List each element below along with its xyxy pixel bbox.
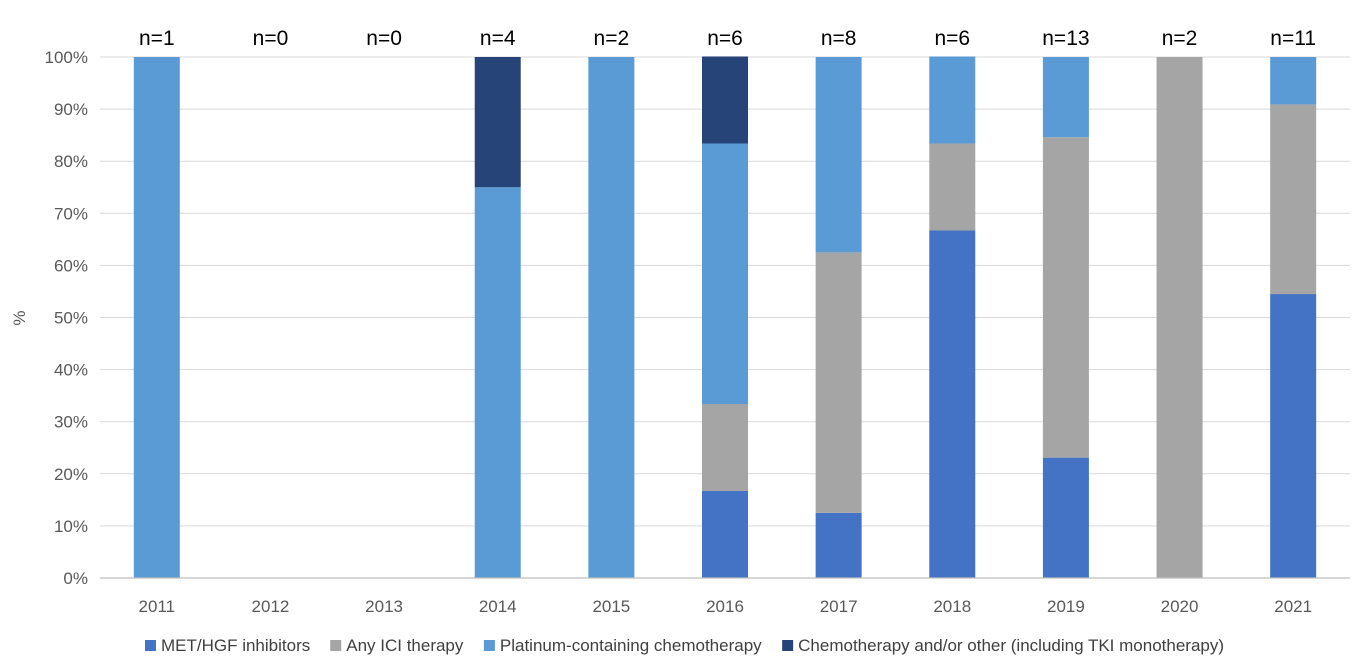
y-tick-label: 60% <box>54 256 88 275</box>
bar-segment <box>702 143 748 404</box>
x-tick-label: 2015 <box>592 597 630 616</box>
bar-segment <box>1270 57 1317 105</box>
legend-item: MET/HGF inhibitors <box>144 636 310 655</box>
y-tick-label: 30% <box>54 413 88 432</box>
legend: MET/HGF inhibitors Any ICI therapy Platinu… <box>144 636 1224 655</box>
x-tick-label: 2019 <box>1047 597 1085 616</box>
sample-size-label: n=1 <box>139 27 175 50</box>
sample-size-label: n=0 <box>366 27 402 50</box>
bar-segment <box>474 187 521 578</box>
y-tick-label: 90% <box>54 100 88 119</box>
y-tick-label: 70% <box>54 204 88 223</box>
bar-segment <box>815 57 862 253</box>
x-tick-label: 2013 <box>365 597 403 616</box>
legend-swatch <box>782 640 794 651</box>
sample-size-label: n=2 <box>594 27 630 50</box>
legend-label: Platinum-containing chemotherapy <box>500 636 762 655</box>
x-tick-label: 2011 <box>139 597 176 616</box>
bar-segment <box>133 57 180 578</box>
x-tick-label: 2020 <box>1161 597 1199 616</box>
sample-size-label: n=0 <box>253 27 289 50</box>
y-tick-label: 40% <box>54 361 88 380</box>
bar-segment <box>702 490 748 578</box>
sample-size-label: n=6 <box>934 27 970 50</box>
legend-label: MET/HGF inhibitors <box>161 636 310 655</box>
bar-segment <box>702 403 748 491</box>
y-tick-label: 50% <box>54 309 88 328</box>
bar-segment <box>474 57 521 188</box>
bar-segment <box>815 252 862 513</box>
bar-segment <box>1156 57 1203 578</box>
n-labels: n=1 n=0 n=0 n=4 n=2 n=6 n=8 n=6 n=13 n=2 n=11 <box>139 27 1316 50</box>
legend-label: Chemotherapy and/or other (including TKI… <box>798 636 1224 655</box>
bar-segment <box>929 143 976 231</box>
bar-segment <box>1042 57 1089 138</box>
sample-size-label: n=6 <box>707 27 743 50</box>
bars <box>133 56 1317 579</box>
sample-size-label: n=8 <box>821 27 857 50</box>
x-tick-label: 2012 <box>252 597 290 616</box>
bar-segment <box>815 512 862 578</box>
x-tick-label: 2017 <box>820 597 858 616</box>
bar-segment <box>929 230 976 579</box>
x-tick-label: 2016 <box>706 597 744 616</box>
sample-size-label: n=11 <box>1270 27 1316 50</box>
bar-segment <box>702 56 748 144</box>
bar-segment <box>929 56 976 144</box>
legend-swatch <box>483 640 495 651</box>
y-tick-label: 100% <box>45 48 88 67</box>
legend-item: Platinum-containing chemotherapy <box>483 636 762 655</box>
x-tick-label: 2018 <box>933 597 971 616</box>
sample-size-label: n=13 <box>1042 27 1089 50</box>
bar-segment <box>1270 104 1317 295</box>
legend-swatch <box>330 640 342 651</box>
y-tick-label: 80% <box>54 152 88 171</box>
bar-segment <box>1042 457 1089 578</box>
sample-size-label: n=2 <box>1162 27 1198 50</box>
legend-item: Any ICI therapy <box>330 636 464 655</box>
bar-segment <box>1042 137 1089 458</box>
bar-segment <box>588 57 635 578</box>
x-tick-label: 2014 <box>479 597 517 616</box>
x-tick-label: 2021 <box>1274 597 1312 616</box>
legend-item: Chemotherapy and/or other (including TKI… <box>782 636 1224 655</box>
axes: 0% 10% 20% 30% 40% 50% 60% 70% 80% 90% 100% 2011 201… <box>45 48 1350 616</box>
y-tick-label: 0% <box>63 569 88 588</box>
y-tick-label: 20% <box>54 465 88 484</box>
legend-label: Any ICI therapy <box>346 636 464 655</box>
y-tick-label: 10% <box>54 517 88 536</box>
bar-segment <box>1270 294 1317 578</box>
legend-swatch <box>144 640 156 651</box>
sample-size-label: n=4 <box>480 27 516 50</box>
y-axis-title: % <box>10 310 29 325</box>
